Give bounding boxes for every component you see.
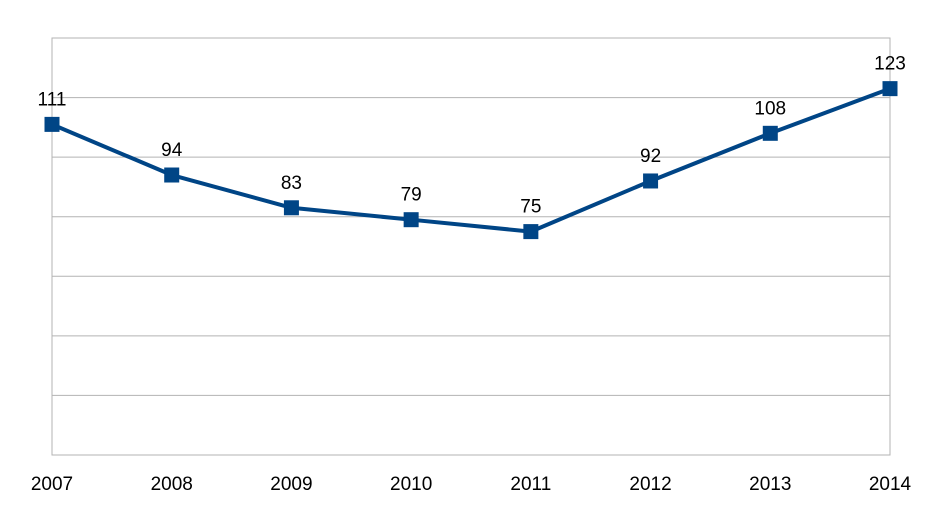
x-tick-label: 2012 (629, 474, 671, 495)
data-labels: 111 94 83 79 75 92 108 123 (38, 54, 906, 218)
data-point-marker (523, 224, 539, 240)
x-tick-label: 2007 (31, 474, 73, 495)
data-label: 79 (401, 185, 422, 206)
data-point-marker (882, 81, 898, 97)
data-label: 108 (754, 98, 786, 119)
x-tick-label: 2008 (151, 474, 193, 495)
x-tick-label: 2010 (390, 474, 432, 495)
data-point-marker (44, 116, 60, 132)
x-tick-label: 2011 (510, 474, 551, 495)
data-label: 123 (874, 54, 906, 75)
x-tick-label: 2014 (869, 474, 912, 495)
gridlines (52, 97, 890, 396)
x-tick-label: 2009 (270, 474, 312, 495)
x-axis-tick-labels: 2007 2008 2009 2010 2011 2012 2013 2014 (31, 474, 912, 495)
x-tick-label: 2013 (749, 474, 791, 495)
data-label: 83 (281, 173, 302, 194)
data-point-marker (403, 212, 419, 228)
plot-area-frame (51, 37, 891, 456)
data-label: 111 (38, 89, 67, 110)
data-label: 92 (640, 146, 661, 167)
data-point-marker (643, 173, 659, 189)
data-point-marker (283, 200, 299, 216)
data-point-marker (762, 125, 778, 141)
data-label: 94 (161, 140, 183, 161)
data-label: 75 (520, 197, 541, 218)
series-line (51, 86, 891, 234)
series-markers (44, 81, 898, 240)
data-point-marker (164, 167, 180, 183)
